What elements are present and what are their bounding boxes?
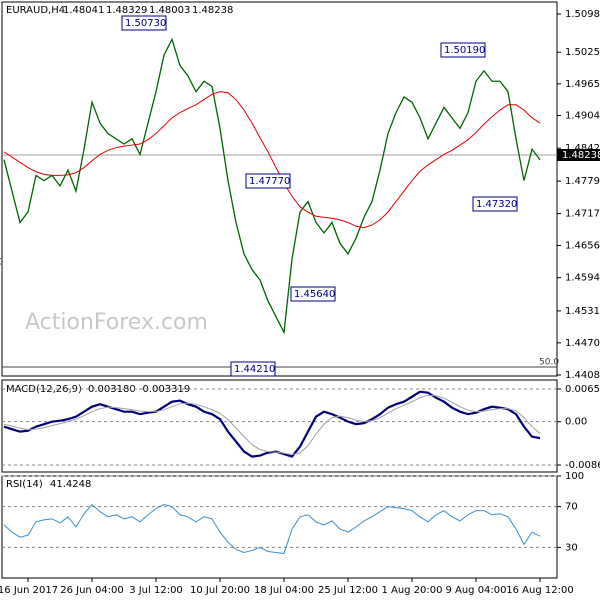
annotation-box [230,361,276,377]
annotation-box [121,15,167,31]
y-tick-label: 1.48420 [565,143,600,154]
x-tick-label: 9 Aug 04:00 [445,585,506,596]
annotation-label: 1.47770 [249,176,290,187]
y-tick-label: 100 [565,471,584,482]
macd-values: 0.003180 -0.003319 [88,384,190,395]
annotation-label: 1.50190 [444,45,485,56]
y-tick-label: 1.45310 [565,306,600,317]
price-panel [1,1,558,377]
annotation-box [472,196,518,212]
high: 1.48329 [106,5,147,16]
x-tick-label: 1 Aug 20:00 [381,585,442,596]
x-tick-label: 16 Jun 2017 [0,585,58,596]
y-tick-label: 1.44085 [565,370,600,381]
last-price-box [557,149,600,161]
y-tick-label: 1.44700 [565,338,600,349]
y-tick-label: 1.49650 [565,79,600,90]
annotation-label: 1.44210 [234,364,275,375]
y-tick-label: 1.49045 [565,110,600,121]
y-tick-label: 1.47790 [565,176,600,187]
annotation-box [440,42,486,58]
series-line [3,394,541,456]
x-tick-label: 25 Jul 12:00 [318,585,378,596]
rsi-title: RSI(14) [6,479,43,490]
y-tick-label: 1.46560 [565,241,600,252]
watermark: ActionForex.com [25,310,208,335]
last-price-label: 1.48238 [562,150,600,161]
y-tick-label: 1.50985 [565,9,600,20]
annotation-box [245,173,291,189]
x-tick-label: 18 Jul 04:00 [254,585,314,596]
y-tick-label: 70 [565,502,578,513]
x-tick-label: 10 Jul 20:00 [190,585,250,596]
y-tick-label: 1.50255 [565,47,600,58]
x-tick-label: 16 Aug 12:00 [506,585,573,596]
y-tick-label: -0.008684 [565,460,600,471]
open: 1.48041 [63,5,104,16]
annotation-label: 50.0 [539,358,559,368]
x-tick-label: 26 Jun 04:00 [60,585,124,596]
macd-panel [1,379,558,473]
rsi-value: 41.4248 [50,479,91,490]
y-tick-label: 0.00 [565,417,587,428]
y-tick-label: 30 [565,542,578,553]
low: 1.48003 [149,5,190,16]
x-tick-label: 3 Jul 12:00 [129,585,183,596]
y-tick-label: 0.006542 [565,384,600,395]
annotation-label: 50 [0,258,4,268]
annotation-label: 1.50730 [125,18,166,29]
series-line [3,91,541,229]
series-line [3,37,541,335]
header: EURAUD,H4 1.48041 1.48329 1.48003 1.4823… [6,5,233,16]
annotation-box [290,286,336,302]
series-line [3,503,541,555]
symbol: EURAUD,H4 [6,5,65,16]
annotation-label: 1.45640 [294,289,335,300]
y-tick-label: 1.45945 [565,273,600,284]
y-tick-label: 1.47170 [565,209,600,220]
close: 1.48238 [192,5,233,16]
annotation-label: 1.47320 [476,199,517,210]
